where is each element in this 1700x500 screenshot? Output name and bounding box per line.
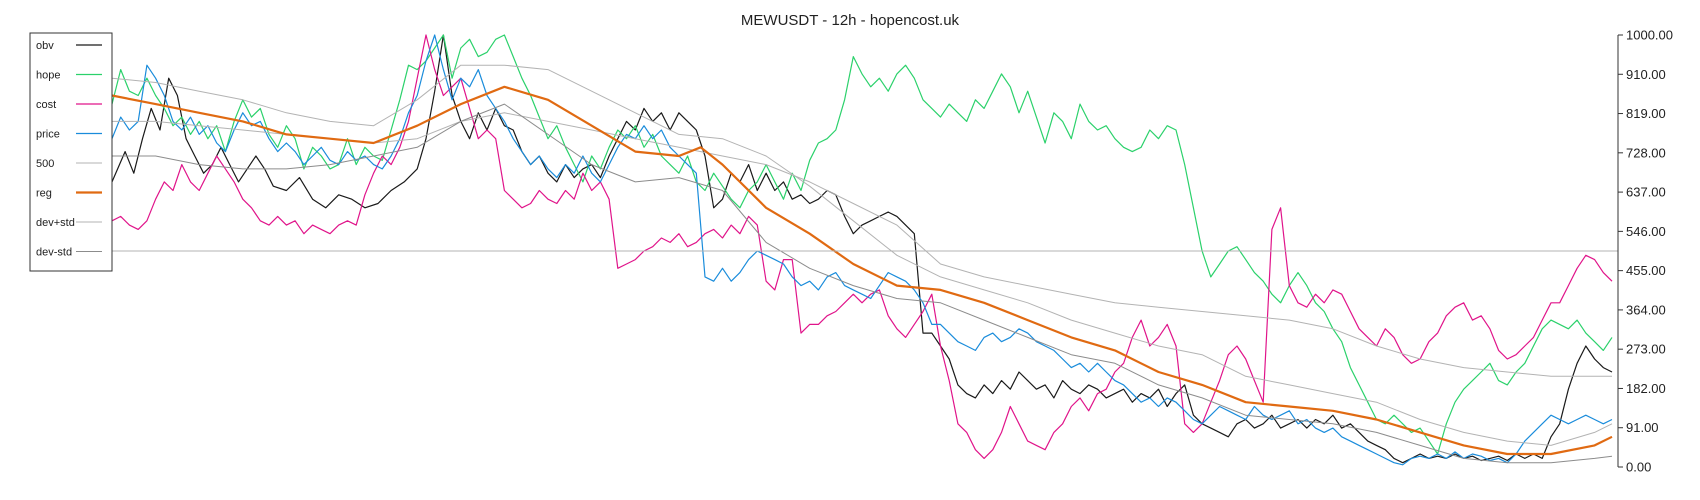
y-tick-label: 728.00: [1626, 145, 1666, 160]
y-tick-label: 546.00: [1626, 224, 1666, 239]
legend-label-hope: hope: [36, 70, 60, 82]
y-tick-label: 637.00: [1626, 185, 1666, 200]
y-tick-label: 0.00: [1626, 460, 1651, 475]
series-line-price: [111, 34, 1613, 466]
legend-label-dev-std: dev-std: [36, 247, 72, 259]
legend-box: [29, 32, 113, 272]
series-line-reg: [111, 85, 1613, 456]
series-line-obv: [111, 34, 1613, 464]
y-tick-label: 182.00: [1626, 381, 1666, 396]
y-tick-label: 91.00: [1626, 420, 1659, 435]
series-line-dev+std: [111, 64, 1613, 446]
series-line-dev-std: [112, 103, 1613, 464]
y-tick-label: 1000.00: [1626, 28, 1673, 43]
legend-label-price: price: [36, 129, 60, 141]
series-line-hope: [111, 34, 1613, 455]
legend-items: obv hope cost price 500 reg dev+std dev-std: [36, 40, 102, 259]
legend-label-obv: obv: [36, 40, 54, 52]
y-tick-label: 273.00: [1626, 342, 1666, 357]
legend-label-reg: reg: [36, 188, 52, 200]
legend-label-dev+std: dev+std: [36, 217, 75, 229]
series-layer: [111, 34, 1613, 466]
series-line-500: [112, 112, 1612, 377]
legend: obv hope cost price 500 reg dev+std dev-std: [29, 32, 113, 272]
y-tick-label: 819.00: [1626, 106, 1666, 121]
chart-title: MEWUSDT - 12h - hopencost.uk: [741, 12, 960, 29]
y-axis-ticks: 1000.00 910.00 819.00 728.00 637.00 546.00 455…: [1618, 28, 1673, 475]
legend-label-500: 500: [36, 158, 54, 170]
series-line-cost: [111, 34, 1613, 459]
legend-label-cost: cost: [36, 99, 56, 111]
y-tick-label: 455.00: [1626, 263, 1666, 278]
y-tick-label: 910.00: [1626, 67, 1666, 82]
y-tick-label: 364.00: [1626, 302, 1666, 317]
